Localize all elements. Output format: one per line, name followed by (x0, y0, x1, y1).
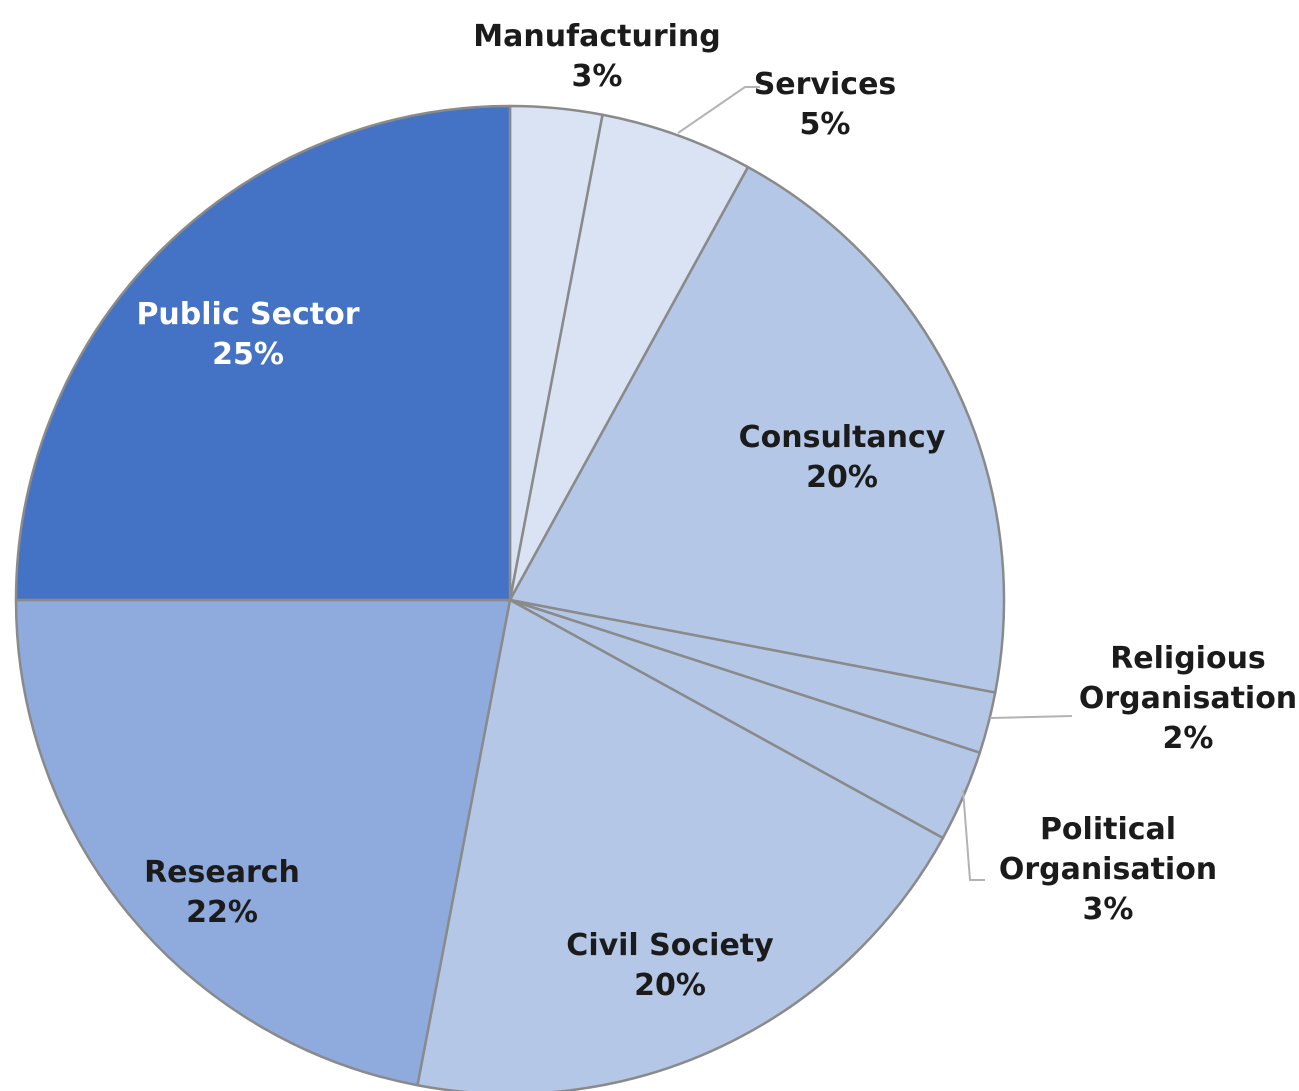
slice-name-services: Services (754, 67, 897, 102)
slice-label-research: Research 22% (144, 855, 300, 930)
slice-civil-society (416, 598, 945, 1091)
slice-labels: Manufacturing 3% Services 5% Consultancy 20% R… (136, 19, 1297, 1003)
slice-consultancy (508, 165, 1006, 694)
slice-value-manufacturing: 3% (572, 59, 623, 94)
slice-name-religious-organisation: Organisation (1079, 681, 1297, 716)
leader-line-political-organisation (962, 789, 985, 881)
slice-value-consultancy: 20% (806, 460, 878, 495)
slice-research (14, 598, 512, 1087)
slice-label-civil-society: Civil Society 20% (566, 928, 774, 1003)
slice-name-research: Research (144, 855, 300, 890)
slice-label-manufacturing: Manufacturing 3% (473, 19, 721, 94)
slice-label-political-organisation: Political Organisation 3% (999, 812, 1217, 927)
slice-name-religious-organisation: Religious (1110, 641, 1266, 676)
slice-value-religious-organisation: 2% (1163, 721, 1214, 756)
leader-line-services (677, 86, 760, 134)
slice-label-consultancy: Consultancy 20% (739, 420, 946, 495)
leader-lines (677, 86, 1073, 881)
slice-public-sector (14, 104, 512, 602)
slice-services (508, 113, 750, 602)
slice-label-services: Services 5% (754, 67, 897, 142)
slice-name-manufacturing: Manufacturing (473, 19, 721, 54)
slice-name-political-organisation: Organisation (999, 852, 1217, 887)
slice-name-political-organisation: Political (1040, 812, 1176, 847)
slice-label-public-sector: Public Sector 25% (136, 297, 359, 372)
leader-line-religious-organisation (989, 715, 1073, 719)
slice-value-services: 5% (800, 107, 851, 142)
slice-value-political-organisation: 3% (1083, 892, 1134, 927)
slice-value-public-sector: 25% (212, 337, 284, 372)
slice-name-consultancy: Consultancy (739, 420, 946, 455)
slice-label-religious-organisation: Religious Organisation 2% (1079, 641, 1297, 756)
slice-value-civil-society: 20% (634, 968, 706, 1003)
slice-name-public-sector: Public Sector (136, 297, 359, 332)
slice-name-civil-society: Civil Society (566, 928, 774, 963)
pie-slices (14, 104, 1006, 1091)
slice-value-research: 22% (186, 895, 258, 930)
